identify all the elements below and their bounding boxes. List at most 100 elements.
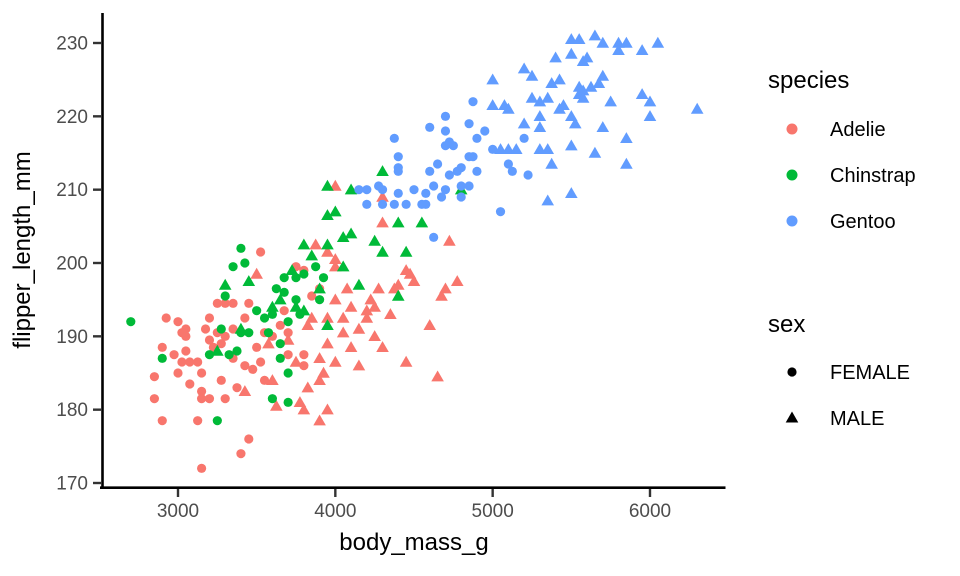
point-adelie-female <box>212 298 222 308</box>
point-gentoo-male <box>635 88 649 100</box>
point-chinstrap-female <box>232 346 242 356</box>
point-chinstrap-female <box>291 295 301 305</box>
point-adelie-male <box>376 341 389 353</box>
point-gentoo-female <box>409 185 419 195</box>
point-gentoo-male <box>565 187 578 199</box>
point-chinstrap-female <box>291 273 301 283</box>
point-adelie-female <box>181 331 191 341</box>
point-adelie-male <box>368 300 381 312</box>
x-tick-label: 5000 <box>472 501 514 522</box>
point-adelie-female <box>283 328 293 338</box>
point-chinstrap-female <box>259 313 270 323</box>
point-adelie-female <box>204 335 215 345</box>
point-adelie-male <box>301 319 315 331</box>
point-gentoo-male <box>557 99 570 111</box>
point-adelie-male <box>340 282 354 294</box>
point-gentoo-female <box>354 185 364 195</box>
point-gentoo-male <box>596 69 610 81</box>
point-chinstrap-female <box>236 243 246 253</box>
point-gentoo-male <box>651 36 665 48</box>
point-chinstrap-male <box>399 245 413 257</box>
point-chinstrap-male <box>376 165 389 177</box>
point-adelie-male <box>344 341 358 353</box>
point-adelie-female <box>149 394 160 404</box>
point-adelie-male <box>439 282 452 294</box>
point-chinstrap-female <box>263 328 274 338</box>
point-adelie-male <box>435 289 448 301</box>
point-chinstrap-female <box>157 353 167 363</box>
point-chinstrap-male <box>415 216 429 228</box>
point-chinstrap-male <box>285 264 299 276</box>
point-adelie-female <box>196 386 207 396</box>
point-adelie-male <box>321 245 334 257</box>
x-tick-label: 6000 <box>629 501 671 522</box>
point-adelie-male <box>293 396 307 408</box>
point-gentoo-male <box>533 110 547 122</box>
male-triangle-icon <box>785 411 799 423</box>
point-gentoo-male <box>612 44 625 56</box>
y-axis-ticks: 170 180 190 200 210 220 230 <box>56 34 101 495</box>
point-gentoo-female <box>389 199 399 209</box>
point-gentoo-female <box>468 97 478 107</box>
point-gentoo-male <box>620 132 633 144</box>
point-adelie-female <box>157 416 167 426</box>
point-adelie-female <box>181 346 191 356</box>
point-chinstrap-male <box>305 249 319 261</box>
point-gentoo-female <box>507 166 517 176</box>
point-chinstrap-female <box>220 291 230 301</box>
point-gentoo-male <box>502 102 515 114</box>
point-gentoo-female <box>393 188 403 198</box>
point-chinstrap-male <box>321 238 334 250</box>
point-gentoo-female <box>436 192 447 202</box>
point-chinstrap-female <box>311 262 321 272</box>
point-chinstrap-male <box>352 278 366 290</box>
point-adelie-female <box>228 324 238 334</box>
point-adelie-female <box>220 298 230 308</box>
point-gentoo-male <box>568 117 582 129</box>
point-chinstrap-female <box>314 295 325 305</box>
point-adelie-female <box>157 342 167 352</box>
point-adelie-male <box>344 300 358 312</box>
y-tick-label: 220 <box>56 107 88 128</box>
point-chinstrap-female <box>275 353 285 363</box>
point-gentoo-female <box>440 126 451 136</box>
point-adelie-female <box>204 394 215 404</box>
point-gentoo-female <box>456 192 466 202</box>
y-tick-label: 180 <box>56 400 88 421</box>
point-gentoo-female <box>472 166 482 176</box>
point-gentoo-female <box>362 199 372 209</box>
point-chinstrap-female <box>299 269 309 279</box>
point-chinstrap-female <box>228 262 238 272</box>
point-chinstrap-female <box>318 273 329 283</box>
point-chinstrap-female <box>224 350 234 360</box>
point-gentoo-male <box>525 69 539 81</box>
point-chinstrap-male <box>273 293 287 305</box>
point-adelie-female <box>185 357 195 367</box>
legend-label-adelie: Adelie <box>830 119 886 141</box>
point-gentoo-female <box>429 232 439 242</box>
point-gentoo-male <box>643 110 657 122</box>
point-adelie-male <box>321 311 334 323</box>
point-adelie-female <box>161 313 171 323</box>
point-adelie-female <box>244 434 254 444</box>
point-gentoo-female <box>429 181 439 191</box>
point-adelie-male <box>301 381 315 393</box>
point-adelie-female <box>149 372 160 382</box>
point-chinstrap-male <box>297 304 311 316</box>
point-adelie-female <box>220 394 230 404</box>
point-gentoo-male <box>525 91 539 103</box>
point-adelie-male <box>321 403 334 415</box>
point-gentoo-female <box>417 199 427 209</box>
point-chinstrap-male <box>321 319 334 331</box>
point-chinstrap-male <box>266 300 279 312</box>
legend-label-male: MALE <box>830 408 884 430</box>
x-tick-label: 3000 <box>157 501 199 522</box>
point-adelie-female <box>259 375 270 385</box>
point-gentoo-female <box>519 133 529 143</box>
y-tick-label: 210 <box>56 180 88 201</box>
point-gentoo-female <box>377 185 388 195</box>
point-adelie-female <box>216 339 226 349</box>
legend-item-male: MALE <box>785 408 884 430</box>
point-chinstrap-female <box>204 350 215 360</box>
point-adelie-female <box>169 350 179 360</box>
